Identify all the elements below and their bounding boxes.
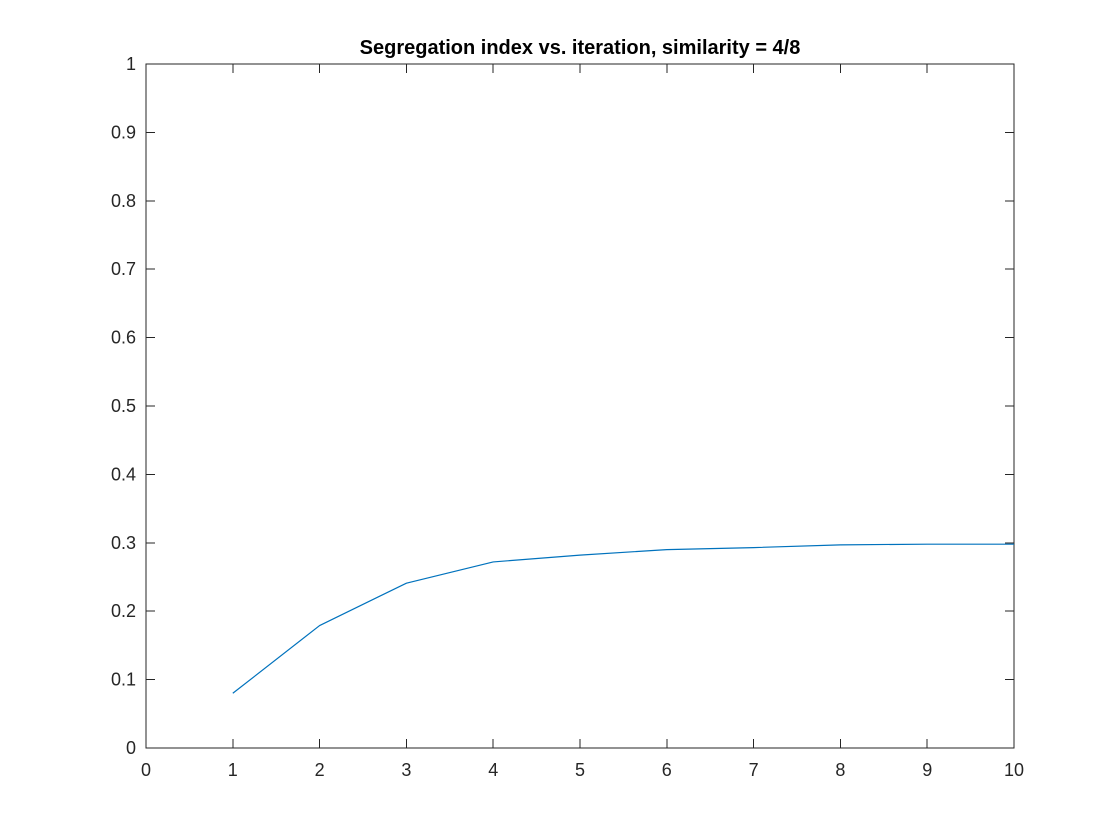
- y-tick-label: 1: [126, 54, 136, 74]
- y-axis: 0 0.1 0.2 0.3 0.4 0.5 0.6 0.7 0.8 0.9 1: [111, 54, 1014, 758]
- y-tick-label: 0.5: [111, 396, 136, 416]
- series-line: [232, 543, 1014, 694]
- y-tick-label: 0.8: [111, 191, 136, 211]
- x-axis: 0 1 2 3 4 5 6 7 8 9 10: [141, 64, 1024, 780]
- y-tick-label: 0.1: [111, 670, 136, 690]
- plot-area: 0 1 2 3 4 5 6 7 8 9 10 0 0.1 0.2 0.3 0.4 0.5 0.6 0.7 0.8 0.…: [111, 54, 1024, 780]
- x-tick-label: 7: [749, 760, 759, 780]
- y-tick-label: 0: [126, 738, 136, 758]
- x-tick-label: 8: [835, 760, 845, 780]
- x-tick-label: 4: [488, 760, 498, 780]
- x-tick-label: 9: [922, 760, 932, 780]
- y-tick-label: 0.2: [111, 601, 136, 621]
- series-layer: [232, 543, 1015, 694]
- x-tick-label: 2: [315, 760, 325, 780]
- x-tick-label: 5: [575, 760, 585, 780]
- x-tick-label: 6: [662, 760, 672, 780]
- y-tick-label: 0.4: [111, 464, 136, 484]
- y-tick-label: 0.3: [111, 533, 136, 553]
- x-tick-label: 0: [141, 760, 151, 780]
- y-tick-label: 0.9: [111, 122, 136, 142]
- y-tick-label: 0.7: [111, 259, 136, 279]
- x-tick-label: 10: [1004, 760, 1024, 780]
- chart-title: Segregation index vs. iteration, similar…: [360, 37, 801, 59]
- x-tick-label: 1: [228, 760, 238, 780]
- y-tick-label: 0.6: [111, 328, 136, 348]
- x-tick-label: 3: [401, 760, 411, 780]
